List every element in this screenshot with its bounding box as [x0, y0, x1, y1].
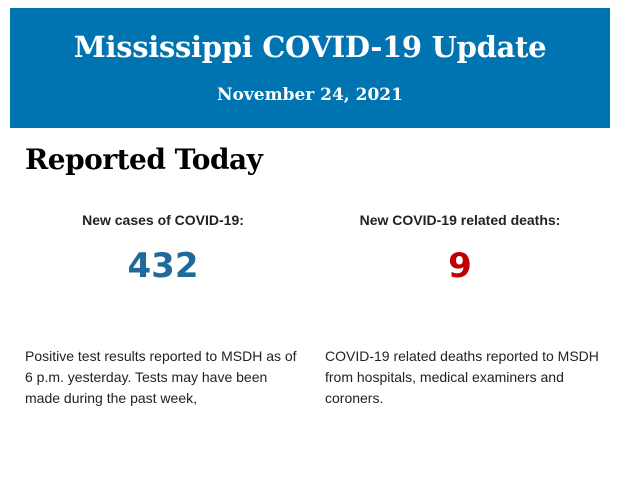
- new-deaths-description: COVID-19 related deaths reported to MSDH…: [325, 348, 599, 406]
- report-date: November 24, 2021: [217, 85, 403, 105]
- page-title: Mississippi COVID-19 Update: [73, 30, 547, 64]
- new-deaths-value: 9: [448, 246, 472, 286]
- header-banner: Mississippi COVID-19 Update November 24,…: [10, 8, 610, 128]
- new-cases-stat: New cases of COVID-19: 432: [18, 212, 308, 286]
- new-deaths-stat: New COVID-19 related deaths: 9: [315, 212, 605, 286]
- new-deaths-label: New COVID-19 related deaths:: [359, 212, 561, 228]
- new-cases-value: 432: [127, 246, 199, 286]
- new-cases-description: Positive test results reported to MSDH a…: [25, 348, 297, 406]
- new-cases-label: New cases of COVID-19:: [82, 212, 244, 228]
- section-title: Reported Today: [25, 143, 263, 176]
